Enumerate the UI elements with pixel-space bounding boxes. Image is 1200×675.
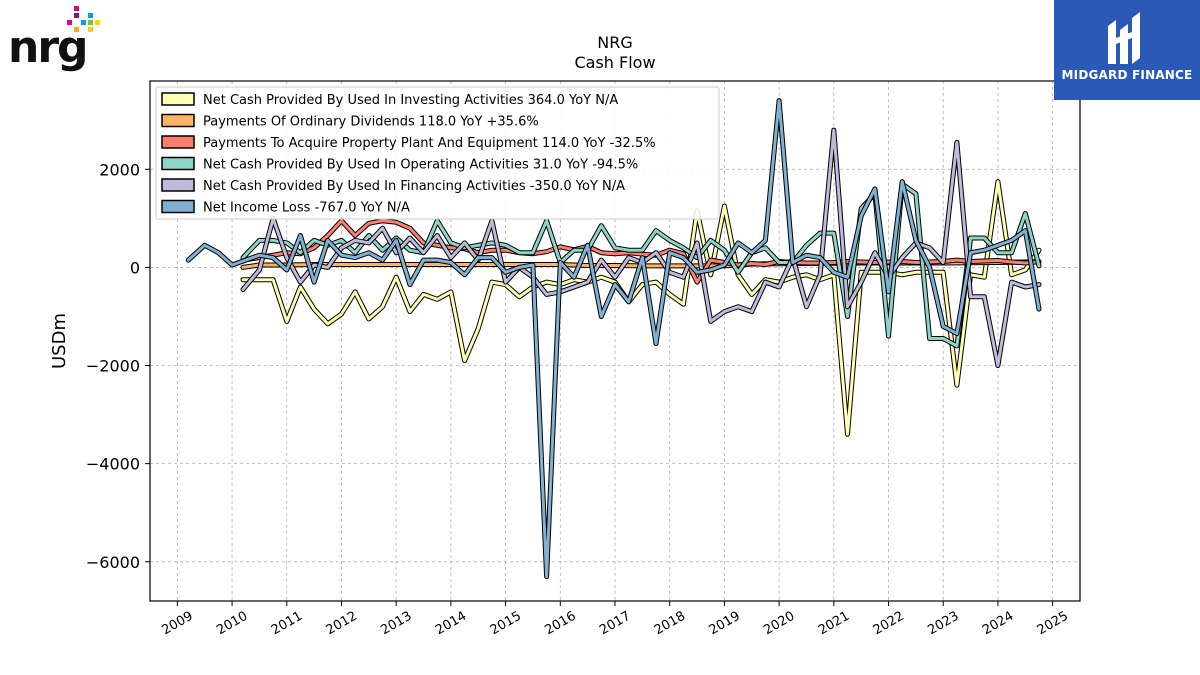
chart-subtitle: Cash Flow bbox=[574, 53, 655, 72]
midgard-finance-text: MIDGARD FINANCE bbox=[1061, 68, 1193, 82]
series-line-0 bbox=[240, 179, 1042, 437]
y-axis: 2000 0 −2000 −4000 −6000 bbox=[86, 160, 150, 572]
legend-label: Net Cash Provided By Used In Operating A… bbox=[203, 158, 638, 173]
series-path bbox=[241, 219, 1041, 284]
x-axis: 2009 2010 2011 2012 2013 2014 2015 2016 2017 2018… bbox=[160, 601, 1071, 638]
legend-swatch bbox=[161, 135, 195, 149]
y-tick-label: 0 bbox=[130, 258, 140, 277]
nrg-sparkle-icon bbox=[67, 6, 100, 32]
x-tick-label: 2020 bbox=[761, 609, 797, 639]
series-line-3 bbox=[240, 181, 1042, 349]
series-line-2 bbox=[240, 218, 1042, 285]
x-tick-label: 2025 bbox=[1035, 609, 1071, 639]
legend-label: Net Cash Provided By Used In Investing A… bbox=[203, 93, 618, 108]
x-tick-label: 2018 bbox=[652, 609, 688, 639]
legend-label: Net Cash Provided By Used In Financing A… bbox=[203, 179, 625, 194]
chart-title: NRG bbox=[597, 33, 632, 52]
legend-box bbox=[155, 86, 720, 220]
y-tick-label: 2000 bbox=[99, 160, 140, 179]
x-tick-label: 2023 bbox=[925, 609, 961, 639]
legend-label: Payments Of Ordinary Dividends 118.0 YoY… bbox=[203, 115, 539, 130]
series-lines bbox=[185, 98, 1042, 579]
y-tick-label: −6000 bbox=[86, 553, 140, 572]
y-tick-label: −4000 bbox=[86, 455, 140, 474]
x-tick-label: 2022 bbox=[871, 609, 907, 639]
x-tick-label: 2012 bbox=[324, 609, 360, 639]
nrg-logo: nrg ® bbox=[4, 4, 104, 76]
x-tick-label: 2011 bbox=[269, 609, 305, 639]
x-tick-label: 2014 bbox=[433, 609, 469, 639]
legend: Net Cash Provided By Used In Investing A… bbox=[155, 86, 720, 220]
x-tick-label: 2013 bbox=[378, 609, 414, 639]
x-tick-label: 2009 bbox=[160, 609, 196, 639]
legend-swatch bbox=[161, 113, 195, 128]
legend-swatch bbox=[161, 92, 195, 106]
legend-label: Net Income Loss -767.0 YoY N/A bbox=[203, 201, 410, 216]
x-tick-label: 2017 bbox=[597, 609, 633, 639]
legend-swatch bbox=[161, 156, 195, 171]
series-line-5 bbox=[185, 98, 1042, 579]
nrg-wordmark: nrg bbox=[8, 22, 89, 73]
y-tick-label: −2000 bbox=[86, 357, 140, 376]
legend-label: Payments To Acquire Property Plant And E… bbox=[203, 136, 656, 151]
midgard-finance-logo: MIDGARD FINANCE bbox=[1054, 0, 1200, 100]
x-tick-label: 2021 bbox=[816, 609, 852, 639]
nrg-registered-mark: ® bbox=[76, 56, 82, 63]
y-axis-label: USDm bbox=[49, 313, 70, 369]
x-tick-label: 2016 bbox=[542, 609, 578, 639]
legend-swatch bbox=[161, 178, 195, 192]
x-tick-label: 2019 bbox=[707, 609, 743, 639]
series-path bbox=[241, 182, 1041, 348]
x-tick-label: 2010 bbox=[214, 609, 250, 639]
series-path bbox=[241, 180, 1041, 436]
legend-swatch bbox=[161, 199, 195, 214]
x-tick-label: 2015 bbox=[488, 609, 524, 639]
x-tick-label: 2024 bbox=[980, 609, 1016, 639]
series-path bbox=[186, 99, 1041, 578]
midgard-monogram-icon bbox=[1108, 12, 1140, 64]
